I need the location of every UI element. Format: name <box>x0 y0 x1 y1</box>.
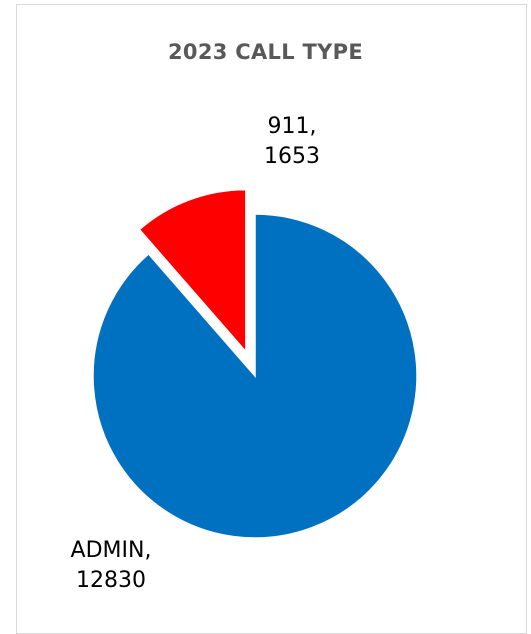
pie-slice-911 <box>138 188 247 354</box>
data-label-admin-name: ADMIN, <box>70 538 152 563</box>
data-label-admin: ADMIN, 12830 <box>46 536 176 596</box>
data-label-911-value: 1653 <box>264 144 320 169</box>
data-label-911: 911, 1653 <box>242 112 342 172</box>
pie-slices <box>92 188 418 539</box>
data-label-admin-value: 12830 <box>76 568 146 593</box>
pie-slice-admin <box>92 213 418 539</box>
chart-title: 2023 CALL TYPE <box>168 40 363 64</box>
data-label-911-name: 911, <box>267 114 317 139</box>
